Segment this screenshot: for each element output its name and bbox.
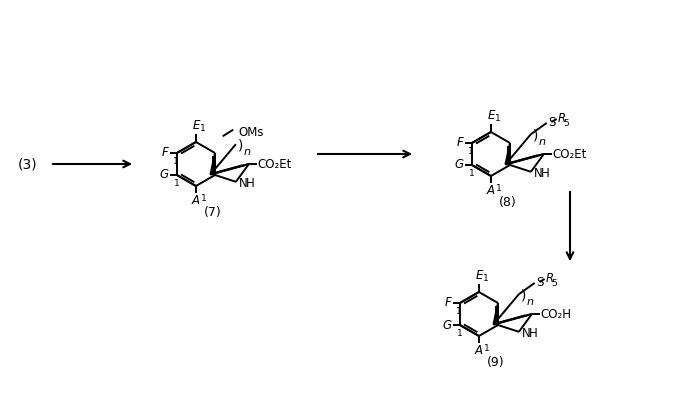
Text: 1: 1	[174, 179, 180, 188]
Text: S: S	[548, 116, 555, 129]
Text: R: R	[545, 272, 554, 285]
Text: F: F	[457, 137, 464, 150]
Text: E: E	[193, 119, 200, 132]
Text: R: R	[558, 112, 566, 125]
Text: (7): (7)	[204, 206, 222, 219]
Text: S: S	[536, 276, 543, 289]
Text: 1: 1	[496, 184, 502, 193]
Text: A: A	[487, 184, 495, 197]
Text: ): )	[521, 288, 526, 302]
Text: 5: 5	[564, 119, 569, 128]
Text: ): )	[533, 128, 538, 142]
Text: H: H	[246, 177, 255, 190]
Text: 1: 1	[201, 194, 206, 203]
Text: 1: 1	[468, 147, 474, 156]
Text: ): )	[238, 138, 244, 152]
Text: N: N	[522, 327, 531, 340]
Text: H: H	[529, 327, 538, 340]
Text: A: A	[475, 344, 483, 357]
Text: OMs: OMs	[239, 126, 264, 139]
Text: 1: 1	[483, 274, 489, 283]
Text: G: G	[443, 318, 452, 331]
Text: E: E	[487, 109, 495, 122]
Text: 1: 1	[173, 157, 178, 166]
Text: n: n	[244, 147, 251, 157]
Text: G: G	[160, 168, 169, 181]
Text: E: E	[475, 269, 482, 282]
Text: 1: 1	[469, 169, 475, 178]
Text: N: N	[534, 167, 542, 180]
Text: (9): (9)	[487, 356, 505, 369]
Text: A: A	[192, 194, 200, 207]
Text: 1: 1	[457, 329, 463, 338]
Text: (3): (3)	[18, 157, 38, 171]
Text: CO₂Et: CO₂Et	[258, 158, 292, 171]
Text: (8): (8)	[499, 196, 517, 209]
Text: n: n	[527, 297, 534, 307]
Text: n: n	[539, 137, 546, 147]
Text: N: N	[239, 177, 248, 190]
Text: G: G	[455, 158, 464, 171]
Text: F: F	[445, 297, 452, 310]
Text: H: H	[541, 167, 550, 180]
Text: 1: 1	[484, 344, 490, 353]
Text: F: F	[162, 147, 169, 160]
Text: CO₂Et: CO₂Et	[553, 147, 587, 160]
Text: 1: 1	[200, 124, 206, 133]
Text: 1: 1	[495, 114, 500, 123]
Text: 5: 5	[552, 279, 557, 288]
Text: CO₂H: CO₂H	[541, 308, 572, 321]
Text: 1: 1	[456, 307, 461, 316]
